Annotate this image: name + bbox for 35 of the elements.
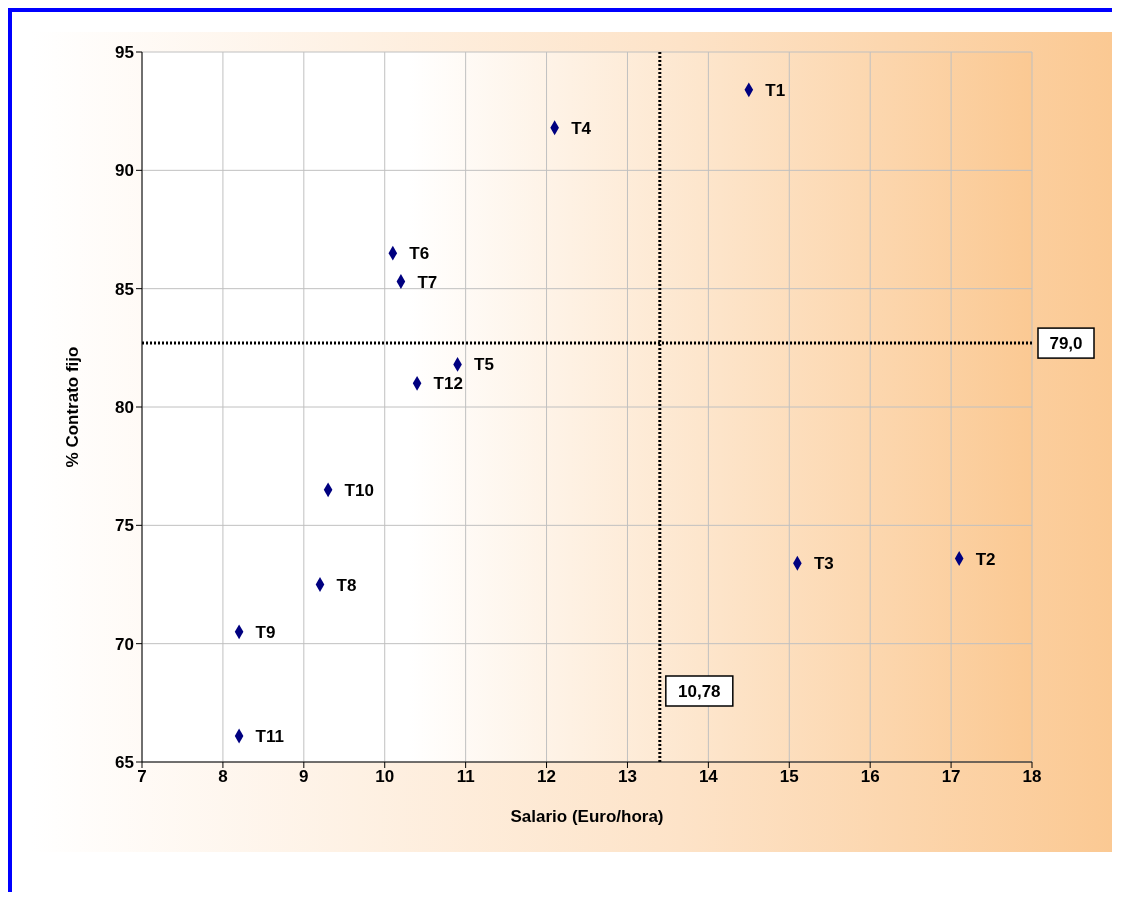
x-tick-label: 16 bbox=[860, 767, 880, 787]
data-label: T7 bbox=[417, 272, 438, 292]
data-label: T5 bbox=[474, 355, 494, 375]
data-label: T1 bbox=[765, 80, 786, 100]
x-tick-label: 15 bbox=[779, 767, 799, 787]
y-tick-label: 70 bbox=[115, 634, 134, 654]
x-tick-label: 14 bbox=[698, 767, 719, 787]
y-tick-label: 75 bbox=[115, 516, 134, 536]
y-tick-label: 80 bbox=[115, 398, 134, 418]
x-tick-label: 8 bbox=[218, 767, 228, 787]
x-tick-label: 7 bbox=[137, 767, 147, 787]
annotation: 79,0 bbox=[1049, 334, 1083, 354]
x-tick-label: 9 bbox=[299, 767, 309, 787]
x-tick-label: 12 bbox=[537, 767, 557, 787]
x-tick-label: 10 bbox=[375, 767, 395, 787]
data-label: T6 bbox=[409, 244, 430, 264]
y-tick-label: 65 bbox=[115, 753, 134, 773]
data-label: T11 bbox=[255, 727, 284, 746]
y-axis-title: % Contrato fijo bbox=[63, 346, 83, 468]
x-tick-label: 17 bbox=[941, 767, 961, 787]
y-tick-label: 90 bbox=[115, 161, 134, 181]
y-tick-label: 95 bbox=[115, 43, 134, 63]
x-axis-title: Salario (Euro/hora) bbox=[510, 807, 664, 826]
x-tick-label: 11 bbox=[456, 767, 475, 787]
data-label: T3 bbox=[813, 554, 834, 574]
data-label: T9 bbox=[255, 622, 276, 642]
annotation: 10,78 bbox=[678, 682, 721, 701]
x-tick-label: 18 bbox=[1022, 767, 1042, 787]
x-tick-label: 13 bbox=[617, 767, 637, 787]
data-label: T8 bbox=[336, 575, 357, 595]
data-label: T4 bbox=[571, 118, 592, 138]
y-tick-label: 85 bbox=[115, 279, 134, 299]
data-label: T2 bbox=[975, 549, 996, 569]
data-label: T12 bbox=[433, 374, 463, 394]
data-label: T10 bbox=[344, 480, 374, 500]
